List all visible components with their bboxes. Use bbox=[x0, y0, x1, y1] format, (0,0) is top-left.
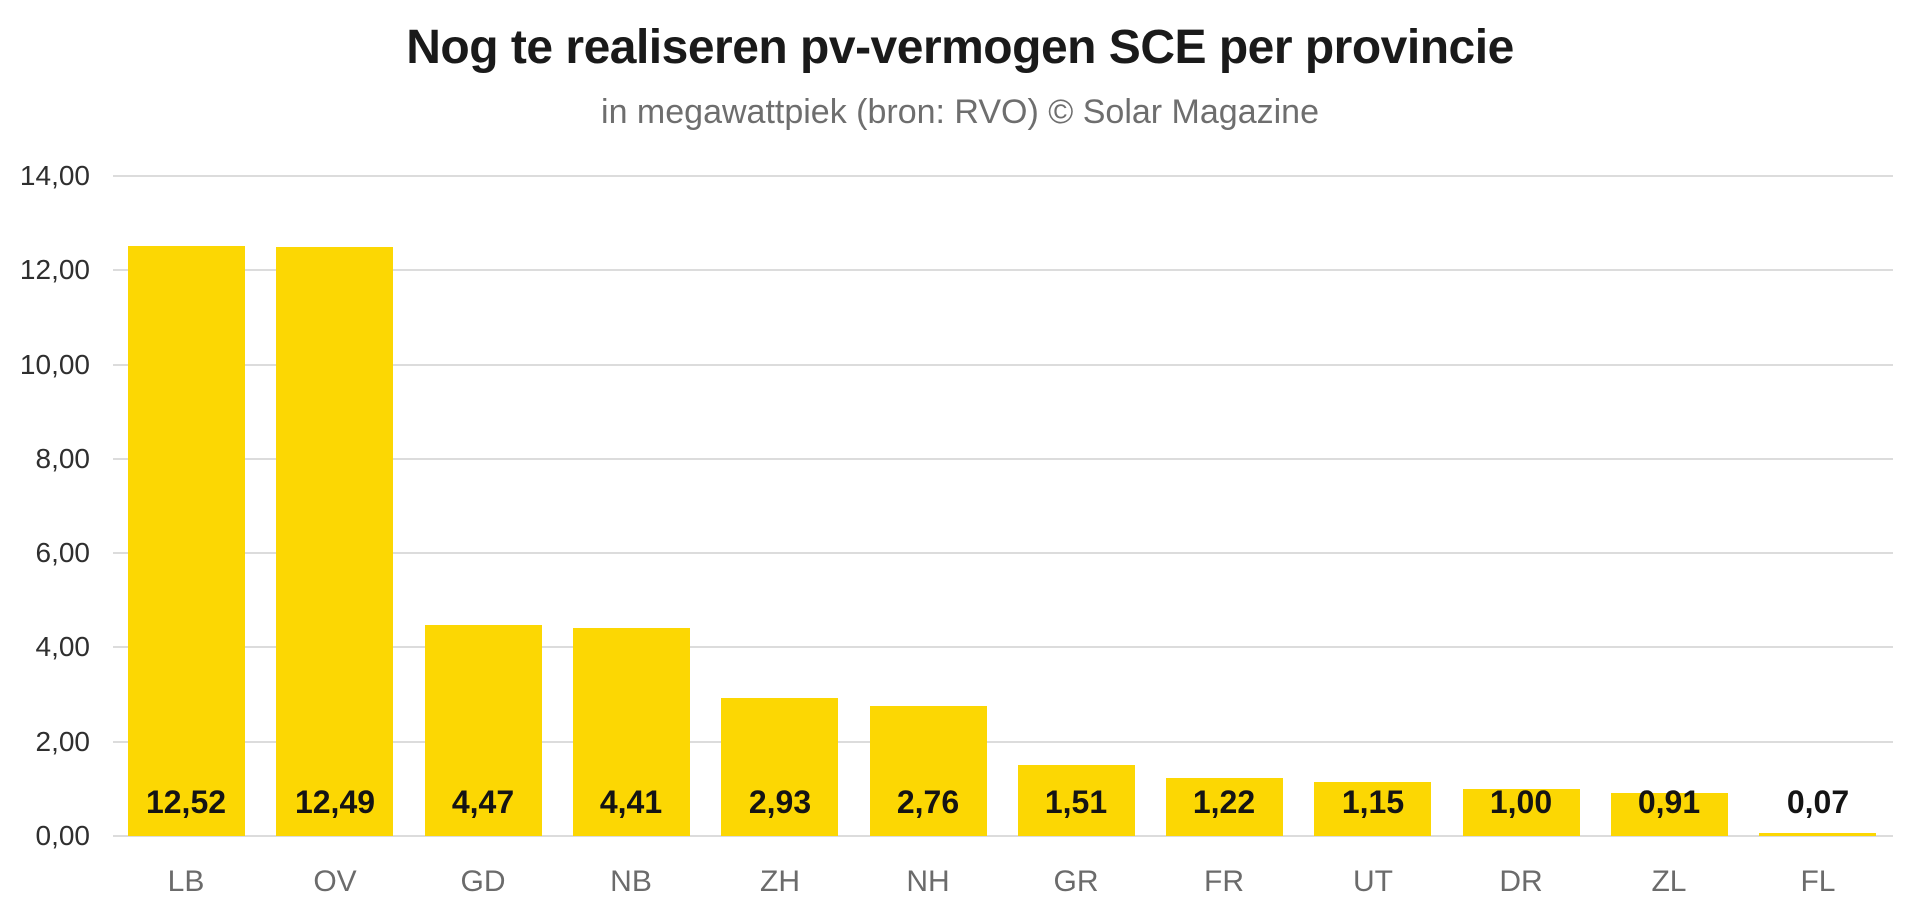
bar-fr bbox=[1166, 778, 1283, 836]
x-axis-category-label-lb: LB bbox=[167, 865, 205, 898]
bar-value-label-ut: 1,15 bbox=[1341, 784, 1405, 820]
bar-value-label-gd: 4,47 bbox=[451, 784, 515, 820]
x-axis-category-label-zl: ZL bbox=[1651, 865, 1687, 898]
x-axis-category-label-ut: UT bbox=[1353, 865, 1393, 898]
bar-nb bbox=[573, 628, 690, 836]
bar-value-label-nh: 2,76 bbox=[896, 784, 960, 820]
chart-subtitle: in megawattpiek (bron: RVO) © Solar Maga… bbox=[601, 93, 1319, 131]
y-axis-tick-label: 6,00 bbox=[35, 537, 91, 569]
bar-value-label-zh: 2,93 bbox=[748, 784, 812, 820]
x-axis-category-label-fl: FL bbox=[1800, 865, 1836, 898]
bar-fl bbox=[1759, 832, 1876, 836]
bar-value-label-fr: 1,22 bbox=[1192, 784, 1256, 820]
x-axis-category-label-fr: FR bbox=[1204, 865, 1244, 898]
y-axis-tick-label: 14,00 bbox=[19, 160, 90, 191]
gridline-10,00 bbox=[113, 363, 1893, 366]
bar-ut bbox=[1314, 781, 1431, 836]
chart-title: Nog te realiseren pv-vermogen SCE per pr… bbox=[406, 21, 1514, 74]
y-axis-tick-label: 0,00 bbox=[35, 820, 91, 851]
x-axis-category-label-dr: DR bbox=[1499, 865, 1543, 898]
y-axis-tick-label: 4,00 bbox=[35, 631, 91, 663]
bar-zh bbox=[721, 697, 838, 836]
y-axis-tick-label: 10,00 bbox=[19, 348, 90, 380]
bar-dr bbox=[1463, 788, 1580, 836]
x-axis-category-label-nb: NB bbox=[610, 865, 652, 898]
gridline-12,00 bbox=[113, 269, 1893, 272]
y-axis-tick-label: 12,00 bbox=[19, 254, 90, 286]
bar-ov bbox=[276, 247, 393, 836]
bar-value-label-fl: 0,07 bbox=[1786, 784, 1850, 820]
gridline-4,00 bbox=[113, 646, 1893, 649]
gridline-2,00 bbox=[113, 740, 1893, 743]
bar-value-label-gr: 1,51 bbox=[1044, 784, 1108, 820]
bar-lb bbox=[128, 245, 245, 836]
bar-value-label-nb: 4,41 bbox=[599, 784, 663, 820]
bar-gr bbox=[1018, 764, 1135, 836]
x-axis-category-label-zh: ZH bbox=[760, 865, 800, 898]
bar-nh bbox=[870, 705, 987, 836]
gridline-6,00 bbox=[113, 552, 1893, 555]
gridline-8,00 bbox=[113, 457, 1893, 460]
y-axis-tick-label: 8,00 bbox=[35, 442, 91, 474]
x-axis-category-label-ov: OV bbox=[313, 865, 357, 898]
gridline-0,00 bbox=[113, 835, 1893, 837]
y-axis-tick-label: 2,00 bbox=[35, 725, 91, 757]
x-axis-category-label-gd: GD bbox=[460, 865, 506, 898]
bar-gd bbox=[425, 625, 542, 836]
bar-zl bbox=[1611, 793, 1728, 836]
bar-value-label-zl: 0,91 bbox=[1637, 784, 1701, 820]
gridline-14,00 bbox=[113, 175, 1893, 177]
bar-value-label-dr: 1,00 bbox=[1489, 784, 1553, 820]
bar-value-label-lb: 12,52 bbox=[145, 784, 227, 820]
x-axis-category-label-nh: NH bbox=[906, 865, 950, 898]
x-axis-category-label-gr: GR bbox=[1053, 865, 1099, 898]
bar-value-label-ov: 12,49 bbox=[294, 784, 376, 820]
